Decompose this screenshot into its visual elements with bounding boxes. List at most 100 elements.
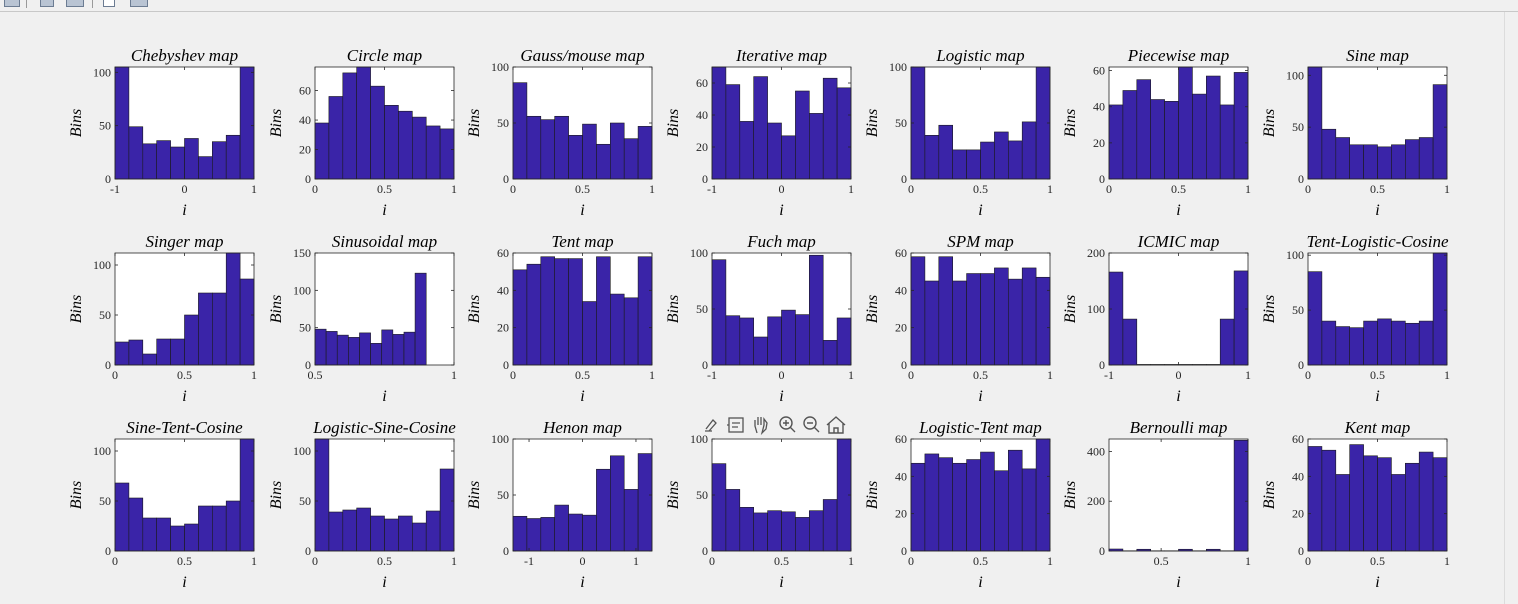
histogram-bar bbox=[328, 96, 344, 180]
chart-title: Bernoulli map bbox=[1130, 418, 1228, 437]
histogram-bar bbox=[994, 131, 1009, 180]
axes-toolbar bbox=[705, 416, 846, 436]
histogram-bar bbox=[1418, 137, 1434, 180]
histogram-bar bbox=[142, 143, 158, 180]
y-tick-label: 0 bbox=[1099, 544, 1105, 558]
histogram-bar bbox=[325, 331, 338, 366]
x-axis-label: i bbox=[978, 574, 982, 591]
histogram-bar bbox=[370, 515, 385, 552]
histogram-bar bbox=[411, 522, 427, 552]
histogram-bar bbox=[1405, 462, 1420, 552]
zoom-out-icon[interactable] bbox=[803, 416, 820, 433]
y-tick-label: 40 bbox=[497, 283, 509, 297]
histogram-bar bbox=[370, 343, 383, 366]
chart-title: SPM map bbox=[947, 232, 1014, 251]
x-tick-label: 0 bbox=[312, 554, 318, 568]
y-tick-label: 0 bbox=[503, 172, 509, 186]
x-tick-label: 0.5 bbox=[377, 554, 392, 568]
histogram-bar bbox=[711, 463, 727, 552]
y-tick-label: 0 bbox=[105, 358, 111, 372]
y-axis-label: Bins bbox=[68, 481, 85, 509]
histogram-bar bbox=[1432, 84, 1448, 180]
x-axis-label: i bbox=[182, 388, 186, 405]
histogram-bar bbox=[966, 273, 981, 366]
pointer-icon[interactable] bbox=[103, 0, 115, 7]
histogram-bar bbox=[1007, 278, 1023, 366]
x-tick-label: 1 bbox=[1245, 554, 1251, 568]
data-cursor-icon[interactable] bbox=[130, 0, 148, 7]
y-tick-label: 50 bbox=[299, 494, 311, 508]
histogram-bar bbox=[753, 76, 768, 180]
x-tick-label: 0 bbox=[779, 368, 785, 382]
histogram-bar bbox=[1007, 140, 1023, 180]
y-tick-label: 60 bbox=[895, 246, 907, 260]
x-axis-label: i bbox=[1176, 574, 1180, 591]
y-tick-label: 40 bbox=[1292, 469, 1304, 483]
y-tick-label: 50 bbox=[696, 302, 708, 316]
histogram-panel: 0 0.5 1 0 50 100 i Bins bbox=[665, 432, 854, 591]
y-tick-label: 40 bbox=[895, 469, 907, 483]
x-tick-label: 0.5 bbox=[575, 368, 590, 382]
x-axis-label: i bbox=[382, 574, 386, 591]
datatip-icon[interactable] bbox=[727, 417, 744, 433]
brush-icon[interactable] bbox=[705, 419, 717, 432]
histogram-bar bbox=[623, 138, 639, 180]
y-axis-label: Bins bbox=[268, 481, 285, 509]
figure-toolbar bbox=[0, 0, 1518, 12]
home-icon[interactable] bbox=[826, 416, 846, 434]
histogram-bar bbox=[924, 453, 940, 552]
histogram-bar bbox=[836, 317, 852, 366]
histogram-bar bbox=[781, 309, 796, 366]
histogram-bar bbox=[1233, 72, 1249, 180]
histogram-bar bbox=[1164, 101, 1179, 180]
histogram-bar bbox=[1021, 121, 1037, 180]
y-tick-label: 20 bbox=[1093, 136, 1105, 150]
histogram-bar bbox=[540, 517, 555, 552]
x-tick-label: 0 bbox=[312, 182, 318, 196]
x-tick-label: 0.5 bbox=[377, 182, 392, 196]
x-axis-label: i bbox=[779, 202, 783, 219]
x-tick-label: 1 bbox=[251, 554, 257, 568]
histogram-bar bbox=[114, 341, 130, 366]
x-tick-label: 1 bbox=[649, 182, 655, 196]
axes-background bbox=[1109, 439, 1248, 551]
histogram-bar bbox=[725, 315, 741, 366]
histogram-bar bbox=[966, 459, 981, 552]
histogram-bar bbox=[1321, 320, 1337, 366]
print-icon[interactable] bbox=[66, 0, 84, 7]
y-tick-label: 50 bbox=[895, 116, 907, 130]
x-axis-label: i bbox=[580, 388, 584, 405]
save-icon[interactable] bbox=[40, 0, 54, 7]
y-tick-label: 100 bbox=[690, 432, 708, 446]
histogram-bar bbox=[952, 149, 967, 180]
histogram-bar bbox=[314, 438, 330, 552]
pan-icon[interactable] bbox=[754, 417, 768, 436]
histogram-bar bbox=[142, 517, 158, 552]
histogram-bar bbox=[1307, 66, 1323, 180]
x-axis-label: i bbox=[1176, 388, 1180, 405]
histogram-bar bbox=[1192, 93, 1207, 180]
histogram-bar bbox=[938, 124, 953, 180]
histogram-bar bbox=[1206, 75, 1221, 180]
x-tick-label: 0.5 bbox=[973, 368, 988, 382]
x-axis-label: i bbox=[382, 388, 386, 405]
chart-title: Logistic-Sine-Cosine bbox=[312, 418, 456, 437]
figure-icon[interactable] bbox=[4, 0, 20, 7]
y-tick-label: 50 bbox=[99, 308, 111, 322]
chart-title: Iterative map bbox=[735, 46, 827, 65]
histogram-bar bbox=[739, 317, 754, 366]
y-tick-label: 0 bbox=[702, 544, 708, 558]
chart-title: Sinusoidal map bbox=[332, 232, 437, 251]
histogram-bar bbox=[582, 123, 597, 180]
histogram-bar bbox=[568, 513, 583, 552]
histogram-bar bbox=[239, 438, 255, 552]
y-tick-label: 60 bbox=[497, 246, 509, 260]
vertical-scrollbar[interactable] bbox=[1504, 12, 1518, 604]
histogram-bar bbox=[637, 453, 653, 552]
histogram-bar bbox=[512, 269, 528, 366]
x-tick-label: 1 bbox=[1444, 368, 1450, 382]
histogram-bar bbox=[1363, 455, 1378, 552]
zoom-in-icon[interactable] bbox=[779, 416, 796, 433]
